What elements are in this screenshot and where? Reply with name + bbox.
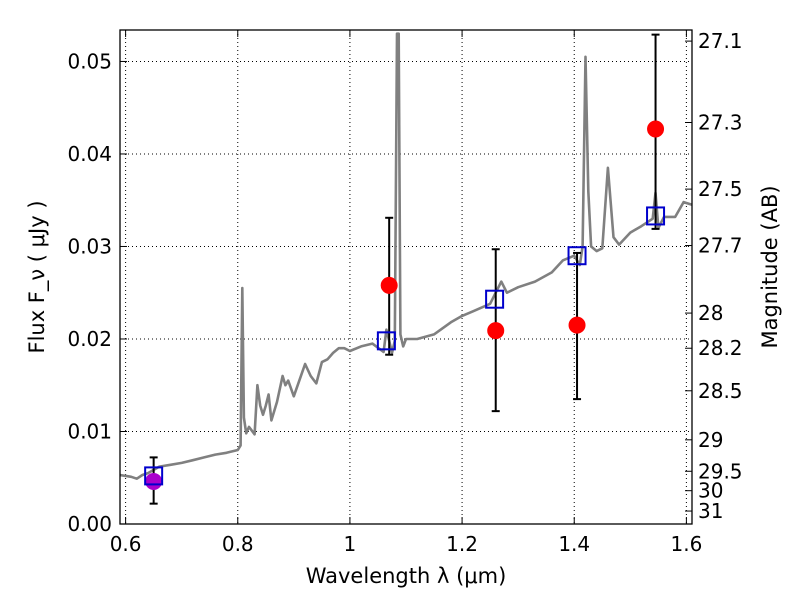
model-square — [567, 246, 587, 266]
model-square — [376, 331, 396, 351]
right-axis-title: Magnitude (AB) — [758, 185, 782, 348]
model-square — [144, 466, 164, 486]
observed-point — [647, 120, 665, 138]
right-tick-label: 27.3 — [698, 111, 743, 135]
right-tick-label: 29 — [698, 428, 723, 452]
model-square — [485, 289, 505, 309]
x-tick-label: 0.6 — [110, 532, 142, 556]
y-tick-label: 0.01 — [67, 419, 112, 443]
x-axis-title: Wavelength λ (μm) — [306, 564, 507, 588]
x-tick-label: 1.2 — [446, 532, 478, 556]
observed-point — [145, 472, 163, 490]
observed-point — [568, 316, 586, 334]
y-tick-label: 0.04 — [67, 142, 112, 166]
right-tick-label: 27.1 — [698, 29, 743, 53]
y-axis-title: Flux F_ν ( μJy ) — [25, 200, 50, 353]
observed-point — [380, 276, 398, 294]
right-tick-label: 29.5 — [698, 459, 743, 483]
right-tick-label: 28.2 — [698, 336, 743, 360]
right-tick-label: 27.7 — [698, 234, 743, 258]
y-tick-label: 0.05 — [67, 49, 112, 73]
grid-lines — [120, 30, 692, 524]
plot-frame — [119, 29, 693, 525]
y-tick-label: 0.02 — [67, 327, 112, 351]
model-square — [646, 206, 666, 226]
x-tick-label: 1.4 — [558, 532, 590, 556]
y-tick-label: 0.00 — [67, 512, 112, 536]
observed-point — [487, 322, 505, 340]
right-tick-label: 31 — [698, 499, 723, 523]
x-tick-label: 0.8 — [222, 532, 254, 556]
x-tick-label: 1 — [344, 532, 357, 556]
y-tick-label: 0.03 — [67, 234, 112, 258]
axis-ticks: 0.6 0.8 1 1.2 1.4 1.6 0.00 0.01 0.02 0.03 0.04 0.05… — [67, 29, 742, 556]
x-tick-label: 1.6 — [670, 532, 702, 556]
right-tick-label: 28 — [698, 301, 723, 325]
right-tick-label: 28.5 — [698, 379, 743, 403]
series-layer — [120, 32, 692, 505]
right-tick-label: 30 — [698, 479, 723, 503]
spectrum-line — [120, 32, 692, 481]
right-tick-label: 27.5 — [698, 177, 743, 201]
